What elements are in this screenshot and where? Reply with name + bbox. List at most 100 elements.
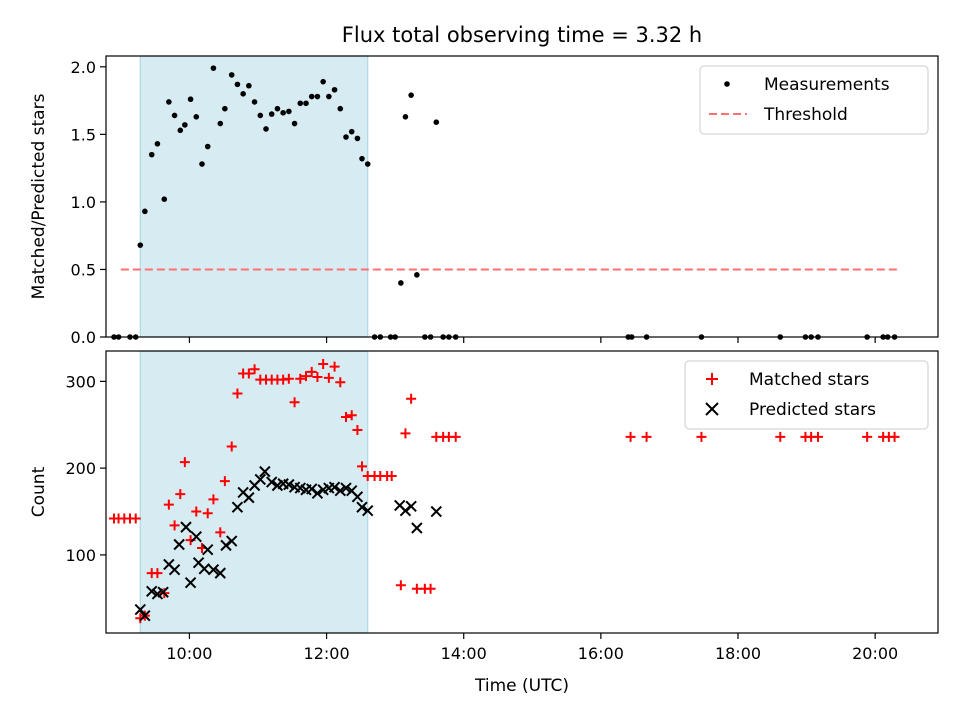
measurements-point [303, 100, 309, 107]
bottom-legend-box [684, 360, 929, 430]
predicted-stars-point [202, 543, 214, 556]
measurements-point [193, 113, 200, 120]
matched-stars-point [191, 506, 202, 517]
predicted-stars-point [283, 478, 295, 491]
top-panel: 0.0 0.5 1.0 1.5 2.0 Matched/Predicted stars Fl… [29, 23, 939, 347]
measurements-point [137, 242, 144, 248]
x-tick-label: 16:00 [578, 644, 624, 663]
measurements-point [187, 96, 194, 103]
predicted-stars-point [207, 563, 220, 576]
matched-stars-point [179, 457, 190, 468]
matched-stars-point [312, 372, 323, 383]
x-tick-label: 10:00 [166, 644, 212, 663]
measurements-point [268, 111, 275, 117]
chart-title: Flux total observing time = 3.32 h [342, 23, 702, 47]
predicted-stars-point [190, 530, 202, 543]
measurements-point [314, 93, 321, 100]
matched-stars-point [323, 372, 334, 383]
top-y-axis-label: Matched/Predicted stars [29, 93, 49, 299]
measurements-point [228, 72, 235, 78]
predicted-stars-point [168, 563, 181, 576]
x-tick-label: 20:00 [852, 644, 898, 663]
matched-stars-point [352, 424, 363, 435]
measurements-point [161, 196, 168, 203]
matched-stars-point [406, 393, 417, 404]
top-axes-frame [105, 55, 939, 338]
matched-stars-point [862, 431, 873, 442]
matched-stars-point [450, 431, 461, 442]
measurements-point [286, 108, 292, 115]
predicted-stars-point [340, 482, 352, 494]
matched-stars-point [813, 431, 823, 442]
matched-stars-point [130, 513, 141, 524]
measurements-point [337, 105, 344, 112]
predicted-stars-point [243, 491, 255, 504]
matched-stars-point [249, 364, 260, 375]
y-tick-label: 1.5 [71, 125, 96, 144]
legend-label: Predicted stars [749, 400, 876, 420]
measurements-point [177, 127, 184, 134]
predicted-stars-point [430, 505, 442, 518]
predicted-stars-point [254, 473, 266, 486]
matched-stars-point [163, 499, 174, 510]
x-tick-label: 12:00 [304, 644, 350, 663]
predicted-stars-point [139, 609, 151, 622]
measurements-point [234, 81, 241, 88]
matched-stars-point [202, 508, 213, 519]
predicted-stars-point [259, 465, 271, 478]
matched-stars-point [219, 476, 230, 487]
measurements-point [364, 161, 371, 167]
predicted-stars-point [405, 500, 417, 513]
matched-stars-point [329, 361, 340, 372]
matched-stars-point [175, 489, 186, 500]
measurements-point [359, 155, 365, 162]
measurements-point [398, 280, 404, 286]
measurements-point [142, 208, 148, 215]
measurements-point [240, 91, 246, 97]
predicted-stars-point [411, 522, 423, 534]
matched-stars-point [306, 366, 317, 377]
measurements-point [297, 100, 304, 107]
y-tick-label: 0.5 [71, 260, 96, 279]
measurements-point [217, 120, 224, 127]
bottom-y-axis-label: Count [29, 466, 49, 517]
predicted-stars-point [184, 576, 197, 589]
measurements-point [433, 119, 440, 125]
matched-stars-point [295, 373, 306, 384]
y-tick-label: 300 [65, 372, 96, 391]
measurements-point [348, 128, 355, 135]
legend-marker-x [705, 402, 719, 416]
measurements-point [326, 93, 332, 100]
x-tick-label: 18:00 [715, 644, 761, 663]
bottom-axes-frame [105, 350, 939, 634]
measurements-point [210, 65, 217, 71]
measurements-point [199, 161, 205, 167]
matched-stars-point [357, 461, 367, 472]
matched-stars-point [283, 373, 294, 384]
matched-stars-point [386, 470, 397, 481]
x-axis-label: Time (UTC) [474, 676, 569, 696]
measurements-point [320, 78, 326, 85]
predicted-stars-point [157, 586, 169, 598]
predicted-stars-point [334, 484, 346, 497]
measurements-point [263, 126, 269, 132]
matched-stars-point [395, 580, 406, 591]
legend-marker-dot [724, 81, 730, 87]
matched-stars-point [889, 431, 900, 442]
measurements-point [408, 92, 414, 98]
matched-stars-point [226, 441, 237, 452]
matched-stars-point [289, 397, 300, 408]
y-tick-label: 1.0 [71, 193, 96, 212]
measurements-point [414, 272, 420, 278]
bottom-panel: 100 200 300 10:00 12:00 14:00 16:00 18:00 20:00 C… [29, 350, 939, 696]
predicted-stars-point [180, 521, 192, 533]
x-tick-label: 14:00 [441, 644, 487, 663]
legend-label: Matched stars [749, 370, 869, 390]
matched-stars-point [400, 428, 411, 439]
predicted-stars-point [311, 487, 324, 500]
y-tick-label: 200 [65, 459, 96, 478]
measurements-point [182, 122, 188, 128]
measurements-point [308, 93, 315, 100]
matched-stars-point [425, 583, 436, 594]
